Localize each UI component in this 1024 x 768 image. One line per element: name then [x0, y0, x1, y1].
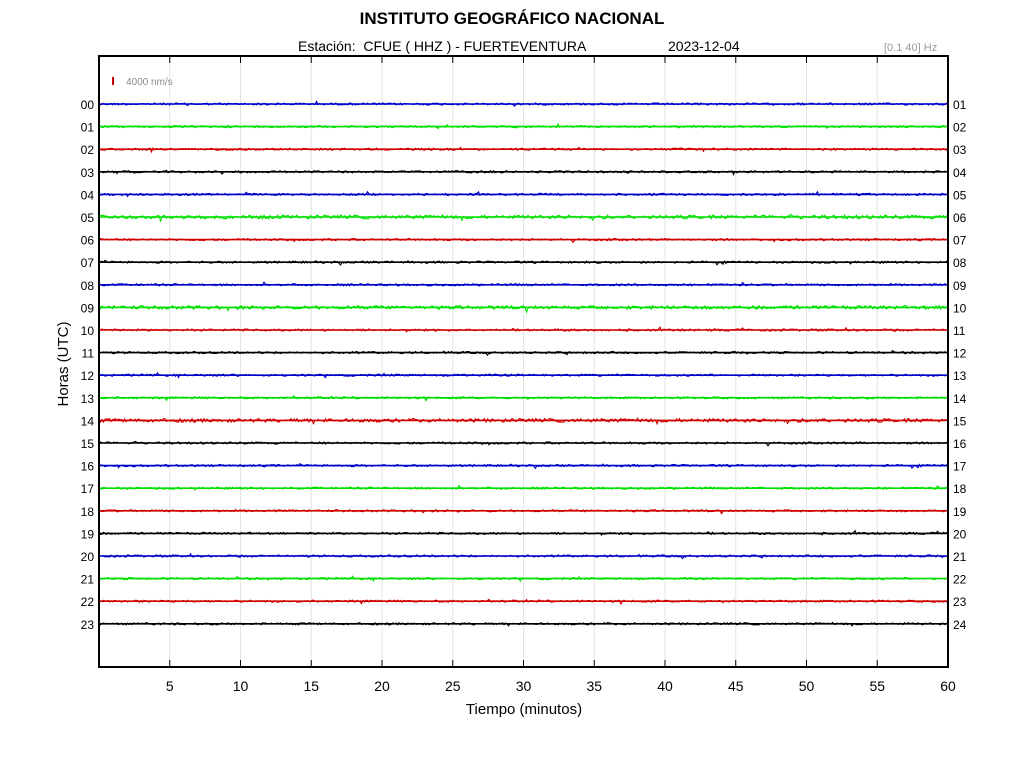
hour-label-right: 15: [953, 414, 967, 428]
chart-title: INSTITUTO GEOGRÁFICO NACIONAL: [359, 9, 665, 28]
hour-label-right: 02: [953, 121, 967, 135]
trace-hour-14: [98, 417, 949, 426]
hour-label-left: 17: [81, 482, 95, 496]
hour-label-right: 23: [953, 595, 967, 609]
hour-label-right: 14: [953, 392, 967, 406]
hour-label-left: 08: [81, 279, 95, 293]
hour-label-left: 00: [81, 98, 95, 112]
hour-label-left: 07: [81, 256, 95, 270]
hour-label-right: 21: [953, 550, 967, 564]
station-label: Estación: CFUE ( HHZ ) - FUERTEVENTURA: [298, 38, 587, 54]
x-tick-label: 40: [657, 678, 673, 694]
hour-label-left: 20: [81, 550, 95, 564]
date-label: 2023-12-04: [668, 38, 740, 54]
x-tick-label: 35: [586, 678, 602, 694]
hour-label-left: 01: [81, 121, 95, 135]
hour-label-right: 01: [953, 98, 967, 112]
hour-label-right: 12: [953, 347, 967, 361]
x-axis-ticks: 5 10 15 20 25 30 35 40 45 50 55 60: [166, 56, 956, 694]
hour-label-right: 11: [953, 324, 966, 338]
x-tick-label: 5: [166, 678, 174, 694]
grid-lines: [169, 56, 878, 667]
hour-label-right: 18: [953, 482, 967, 496]
x-axis-label: Tiempo (minutos): [466, 701, 582, 718]
hour-labels: 00 01 01 02 02 03 03 04 04 05 05 06 06 07 07 08 08 09 09 10…: [81, 98, 967, 632]
hour-label-right: 16: [953, 437, 967, 451]
hour-label-left: 10: [81, 324, 95, 338]
hour-label-left: 03: [81, 166, 95, 180]
hour-label-right: 03: [953, 143, 967, 157]
hour-label-right: 06: [953, 211, 967, 225]
traces: [98, 100, 949, 627]
x-tick-label: 10: [233, 678, 249, 694]
hour-label-left: 19: [81, 527, 95, 541]
hour-label-right: 13: [953, 369, 967, 383]
x-tick-label: 20: [374, 678, 390, 694]
hour-label-left: 22: [81, 595, 95, 609]
hour-label-right: 17: [953, 460, 967, 474]
hour-label-right: 22: [953, 573, 967, 587]
hour-label-left: 23: [81, 618, 95, 632]
x-tick-label: 60: [940, 678, 956, 694]
x-tick-label: 50: [799, 678, 815, 694]
scale-bar: [112, 77, 114, 85]
hour-label-right: 07: [953, 234, 967, 248]
hour-label-left: 11: [82, 347, 95, 361]
hour-label-right: 24: [953, 618, 967, 632]
hour-label-left: 13: [81, 392, 95, 406]
hour-label-left: 16: [81, 460, 95, 474]
x-tick-label: 55: [869, 678, 885, 694]
hour-label-left: 12: [81, 369, 95, 383]
x-tick-label: 30: [516, 678, 532, 694]
x-tick-label: 15: [303, 678, 319, 694]
x-tick-label: 45: [728, 678, 744, 694]
hour-label-right: 20: [953, 527, 967, 541]
scale-label: 4000 nm/s: [126, 77, 173, 88]
hour-label-right: 04: [953, 166, 967, 180]
hour-label-left: 02: [81, 143, 95, 157]
hour-label-right: 05: [953, 188, 967, 202]
hour-label-left: 14: [81, 414, 95, 428]
hour-label-left: 05: [81, 211, 95, 225]
y-axis-label: Horas (UTC): [55, 321, 72, 406]
filter-label: [0.1 40] Hz: [884, 42, 938, 54]
hour-label-right: 10: [953, 301, 967, 315]
hour-label-left: 15: [81, 437, 95, 451]
hour-label-right: 09: [953, 279, 967, 293]
hour-label-right: 19: [953, 505, 967, 519]
hour-label-left: 09: [81, 301, 95, 315]
hour-label-left: 06: [81, 234, 95, 248]
hour-label-left: 18: [81, 505, 95, 519]
hour-label-left: 21: [81, 573, 95, 587]
hour-label-right: 08: [953, 256, 967, 270]
x-tick-label: 25: [445, 678, 461, 694]
hour-label-left: 04: [81, 188, 95, 202]
